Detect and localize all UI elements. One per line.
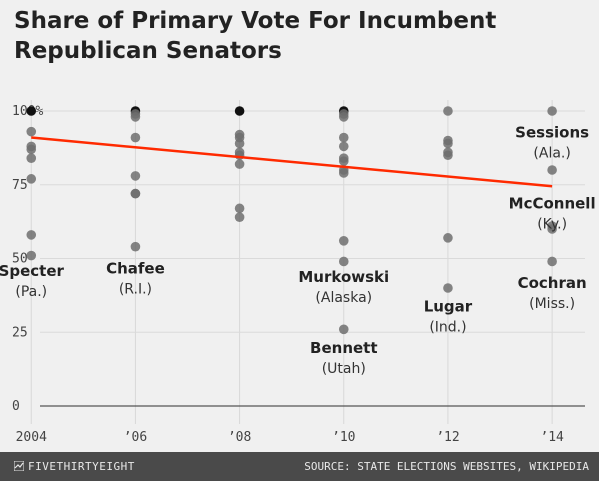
- data-point: [443, 138, 453, 149]
- y-tick-label: 25: [12, 325, 28, 340]
- data-point: [26, 230, 37, 240]
- annotation-name: Cochran: [518, 274, 587, 292]
- data-point: [443, 233, 453, 243]
- chart-title: Share of Primary Vote For Incumbent Repu…: [14, 8, 497, 64]
- data-point: [130, 112, 141, 122]
- data-point: [234, 212, 245, 222]
- data-point: [338, 132, 349, 143]
- annotation-state: (Miss.): [529, 296, 575, 312]
- data-point: [338, 256, 349, 267]
- trend-line-path: [31, 136, 553, 188]
- x-tick-label: ’10: [332, 430, 355, 445]
- data-point: [338, 324, 349, 335]
- y-tick-label: 75: [12, 178, 28, 193]
- data-point: [130, 188, 141, 199]
- annotation-name: Chafee: [106, 259, 165, 277]
- data-point: [234, 159, 245, 169]
- data-point: [130, 171, 141, 181]
- data-point: [26, 250, 37, 261]
- annotation-name: Lugar: [424, 298, 473, 316]
- data-point: [443, 283, 453, 293]
- data-point: [547, 256, 557, 267]
- data-point: [338, 168, 349, 178]
- annotation-state: (Pa.): [15, 284, 47, 300]
- x-tick-label: ’08: [228, 430, 251, 445]
- brand: FIVETHIRTYEIGHT: [14, 460, 135, 473]
- x-tick-label: ’14: [540, 430, 564, 445]
- data-point: [338, 112, 349, 122]
- y-tick-label: 50: [12, 252, 28, 267]
- annotation-name: Specter: [0, 262, 65, 280]
- data-point: [26, 174, 37, 184]
- senator-annotations: Specter (Pa.) Chafee (R.I.) Murkowski (Alaska…: [0, 124, 596, 377]
- data-point: [338, 156, 349, 166]
- data-point: [26, 106, 37, 116]
- annotation-state: (Utah): [322, 361, 366, 377]
- annotation-name: Sessions: [515, 124, 589, 142]
- data-points: [26, 106, 557, 335]
- x-tick-label: 2004: [16, 430, 47, 445]
- annotation-name: McConnell: [509, 194, 596, 212]
- fivethirtyeight-logo-icon: [14, 461, 24, 471]
- data-point: [130, 241, 141, 252]
- x-axis: 2004 ’06 ’08 ’10 ’12 ’14: [16, 430, 564, 445]
- annotation-name: Murkowski: [298, 268, 389, 286]
- x-tick-label: ’12: [436, 430, 459, 445]
- data-point: [443, 150, 453, 161]
- annotation-state: (Alaska): [315, 290, 372, 306]
- y-tick-label: 0: [12, 399, 20, 414]
- data-point: [547, 106, 557, 116]
- annotation-state: (Ala.): [533, 146, 570, 162]
- annotation-state: (Ind.): [429, 320, 466, 336]
- data-point: [338, 141, 349, 152]
- data-point: [234, 138, 245, 149]
- footer-bar: FIVETHIRTYEIGHT SOURCE: STATE ELECTIONS …: [0, 452, 599, 481]
- x-tick-label: ’06: [124, 430, 147, 445]
- source-note: SOURCE: STATE ELECTIONS WEBSITES, WIKIPE…: [304, 460, 589, 473]
- data-point: [234, 106, 245, 116]
- data-point: [234, 150, 245, 161]
- data-point: [234, 203, 245, 214]
- annotation-state: (Ky.): [537, 216, 567, 232]
- data-point: [26, 144, 37, 155]
- data-point: [547, 165, 557, 175]
- data-point: [338, 236, 349, 246]
- annotation-name: Bennett: [310, 339, 377, 357]
- data-point: [443, 106, 453, 116]
- trend-line: [31, 136, 553, 188]
- data-point: [26, 126, 37, 137]
- data-point: [26, 153, 37, 163]
- data-point: [547, 224, 557, 234]
- annotation-state: (R.I.): [119, 281, 152, 297]
- data-point: [130, 132, 141, 143]
- brand-name: FIVETHIRTYEIGHT: [28, 460, 135, 473]
